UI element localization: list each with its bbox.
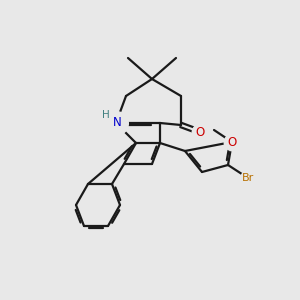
Text: O: O bbox=[227, 136, 237, 148]
Text: H: H bbox=[102, 110, 110, 120]
Text: N: N bbox=[112, 116, 122, 130]
Text: O: O bbox=[195, 125, 205, 139]
Text: Br: Br bbox=[242, 173, 254, 183]
